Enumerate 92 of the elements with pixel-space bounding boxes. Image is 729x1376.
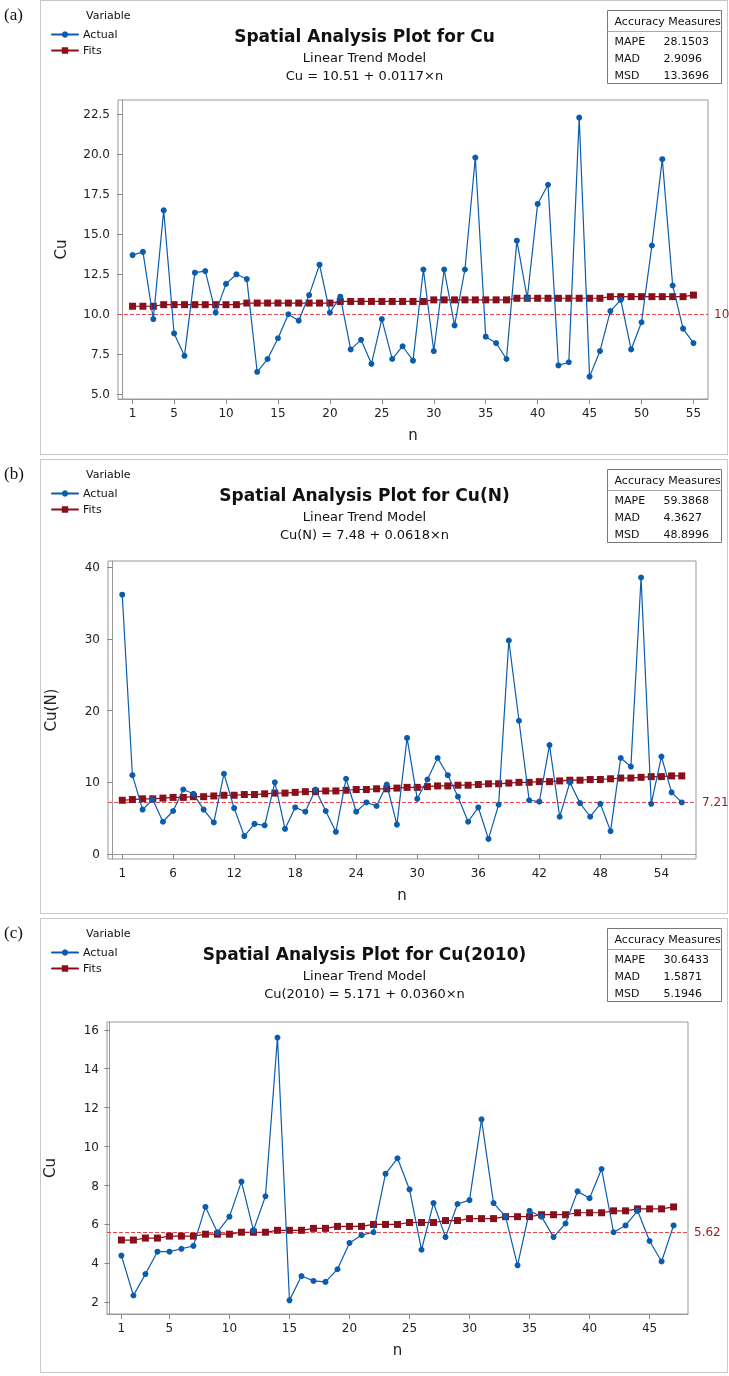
y-tick-label: 10 <box>83 1139 99 1154</box>
text: (a) <box>4 5 23 24</box>
y-tick-label: 7.5 <box>90 347 110 362</box>
y-tick-label: 12.5 <box>83 267 110 282</box>
y-tick-label: 15.0 <box>83 227 110 242</box>
text: MSD 13.3696 <box>614 68 709 82</box>
text: MSD 5.1946 <box>614 986 702 1000</box>
x-tick-label: 18 <box>287 866 303 880</box>
x-tick-label: 35 <box>521 1321 538 1335</box>
x-tick-label: 48 <box>592 866 609 880</box>
y-tick-label: 6 <box>91 1217 99 1232</box>
ref-line-label: 5.62 <box>694 1224 721 1239</box>
ref-line-label: 10 <box>714 307 729 322</box>
text: Accuracy Measures <box>614 932 721 946</box>
x-tick-label: 54 <box>653 866 670 880</box>
legend-title: Variable <box>86 927 131 940</box>
y-tick-label: 20 <box>84 703 100 718</box>
text: MAD 4.3627 <box>614 510 702 524</box>
ref-line-label: 7.21 <box>702 795 729 810</box>
y-tick-label: 8 <box>91 1178 99 1193</box>
text: MAPE 30.6433 <box>614 952 709 966</box>
x-tick-label: 36 <box>470 866 486 880</box>
y-tick-label: 10.0 <box>83 307 110 322</box>
text: MAD 2.9096 <box>614 51 702 65</box>
x-tick-label: 20 <box>322 406 338 420</box>
x-tick-label: 5 <box>165 1321 174 1335</box>
y-tick-label: 2 <box>91 1295 99 1310</box>
x-tick-label: 35 <box>478 406 494 420</box>
x-tick-label: 40 <box>530 406 546 420</box>
x-tick-label: 24 <box>348 866 364 880</box>
y-tick-label: 14 <box>83 1061 99 1076</box>
legend-label: Fits <box>83 962 102 975</box>
x-tick-label: 45 <box>641 1321 658 1335</box>
x-tick-label: 30 <box>461 1321 478 1335</box>
x-tick-label: 40 <box>581 1321 598 1335</box>
x-tick-label: 30 <box>426 406 442 420</box>
y-axis-title: Cu <box>40 1158 59 1178</box>
chart-subtitle: Linear Trend Model Cu(N) = 7.48 + 0.0618×n <box>279 508 450 542</box>
x-tick-label: 25 <box>401 1321 418 1335</box>
y-tick-label: 30 <box>84 632 100 647</box>
x-tick-label: 6 <box>169 866 177 880</box>
legend-title: Variable <box>86 468 131 481</box>
y-tick-label: 12 <box>83 1100 99 1115</box>
x-tick-label: 12 <box>226 866 242 880</box>
y-tick-label: 16 <box>83 1022 99 1037</box>
x-axis-title: n <box>392 1340 403 1359</box>
x-tick-label: 42 <box>531 866 547 880</box>
x-tick-label: 55 <box>685 406 702 420</box>
chart-subtitle: Linear Trend Model Cu = 10.51 + 0.0117×n <box>285 49 444 83</box>
text: Accuracy Measures <box>614 14 721 28</box>
x-axis-title: n <box>397 885 407 904</box>
text: MAPE 59.3868 <box>614 493 709 507</box>
y-tick-label: 5.0 <box>90 387 110 402</box>
y-axis-title: Cu(N) <box>41 688 60 732</box>
text: Accuracy Measures <box>614 473 721 487</box>
x-tick-label: 10 <box>218 406 234 420</box>
text: MAPE 28.1503 <box>614 34 709 48</box>
chart-title: Spatial Analysis Plot for Cu <box>234 25 495 46</box>
text: (b) <box>4 464 24 483</box>
x-tick-label: 15 <box>270 406 286 420</box>
x-tick-label: 50 <box>633 406 650 420</box>
y-tick-label: 20.0 <box>83 147 110 162</box>
legend-label: Fits <box>83 44 102 57</box>
text: MAD 1.5871 <box>614 969 702 983</box>
x-tick-label: 10 <box>221 1321 238 1335</box>
y-tick-label: 17.5 <box>83 187 110 202</box>
x-tick-label: 20 <box>341 1321 358 1335</box>
x-tick-label: 15 <box>281 1321 298 1335</box>
y-tick-label: 0 <box>92 846 100 861</box>
y-tick-label: 4 <box>91 1256 99 1271</box>
text: (c) <box>4 923 23 942</box>
x-tick-label: 1 <box>117 1321 126 1335</box>
y-axis-title: Cu <box>51 239 70 260</box>
x-tick-label: 1 <box>118 866 127 880</box>
legend-label: Actual <box>83 28 118 41</box>
legend-label: Actual <box>83 946 118 959</box>
chart-title: Spatial Analysis Plot for Cu(N) <box>219 484 510 505</box>
y-tick-label: 10 <box>84 775 100 790</box>
x-tick-label: 45 <box>581 406 598 420</box>
legend-label: Fits <box>83 503 102 516</box>
legend-title: Variable <box>86 9 131 22</box>
x-tick-label: 5 <box>170 406 178 420</box>
legend-label: Actual <box>83 487 118 500</box>
text: MSD 48.8996 <box>614 527 709 541</box>
chart-title: Spatial Analysis Plot for Cu(2010) <box>202 943 527 964</box>
y-tick-label: 40 <box>84 560 100 575</box>
x-tick-label: 30 <box>409 866 425 880</box>
x-tick-label: 1 <box>128 406 137 420</box>
y-tick-label: 22.5 <box>83 107 110 122</box>
x-tick-label: 25 <box>374 406 390 420</box>
x-axis-title: n <box>408 425 418 444</box>
chart-subtitle: Linear Trend Model Cu(2010) = 5.171 + 0.0360×n <box>264 967 465 1001</box>
